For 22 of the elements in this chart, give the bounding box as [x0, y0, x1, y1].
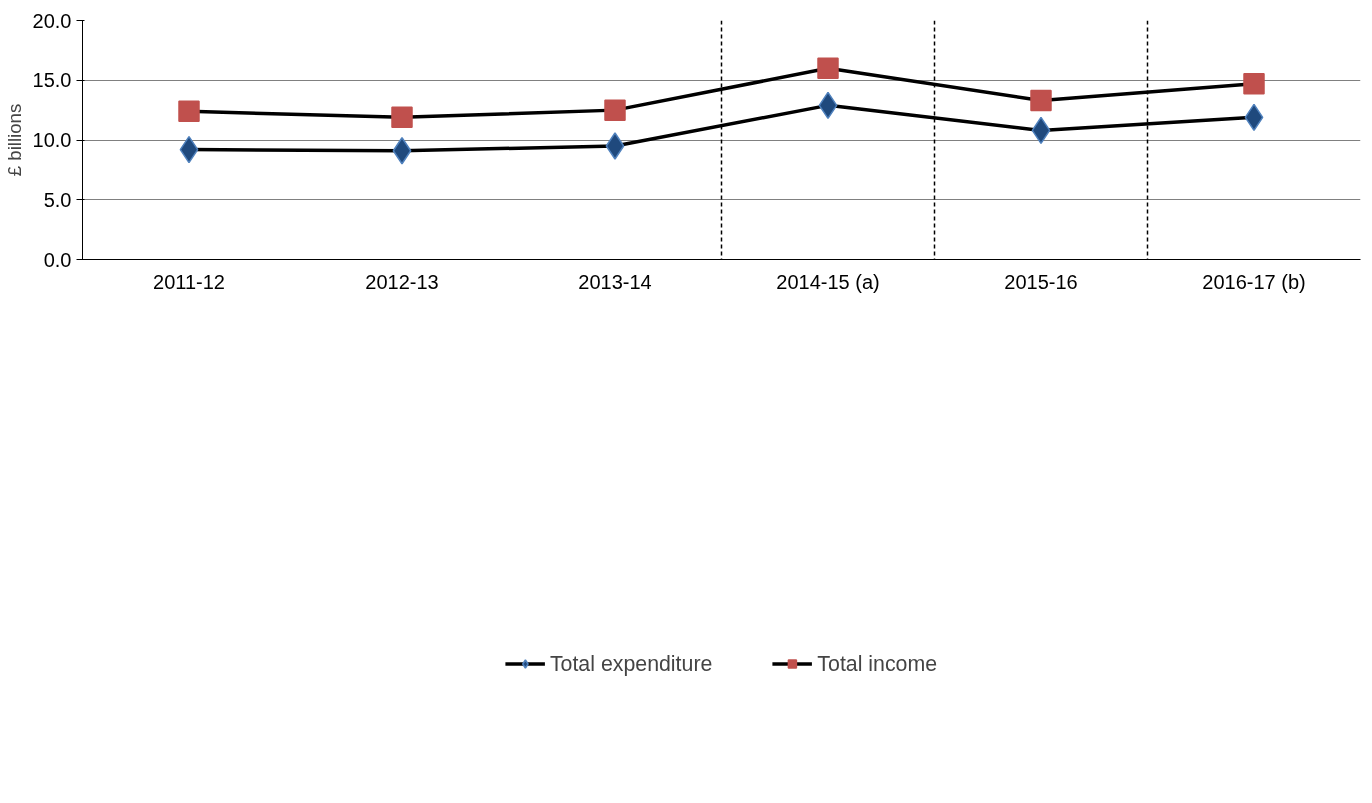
- y-tick-label: 20.0: [32, 9, 72, 32]
- point: [391, 106, 413, 129]
- y-axis-title: £ billions: [3, 103, 25, 177]
- legend-label: Total income: [817, 651, 938, 677]
- x-tick-label: 2012-13: [365, 270, 439, 293]
- x-tick-label: 2014-15 (a): [776, 270, 880, 293]
- point: [1030, 89, 1052, 112]
- point: [1243, 73, 1265, 95]
- y-tick-label: 15.0: [32, 69, 72, 92]
- point: [817, 57, 839, 80]
- point: [178, 100, 200, 123]
- point: [605, 132, 625, 160]
- x-tick-label: 2016-17 (b): [1202, 270, 1306, 293]
- y-tick-label: 10.0: [32, 129, 72, 151]
- x-tick-label: 2015-16: [1004, 270, 1078, 293]
- point: [392, 137, 412, 165]
- x-tick-label: 2013-14: [578, 270, 652, 293]
- point: [604, 99, 626, 121]
- y-tick-label: 5.0: [43, 188, 72, 211]
- y-tick-label: 0.0: [43, 248, 72, 271]
- x-tick-label: 2011-12: [153, 270, 225, 293]
- legend-label: Total expenditure: [549, 651, 713, 677]
